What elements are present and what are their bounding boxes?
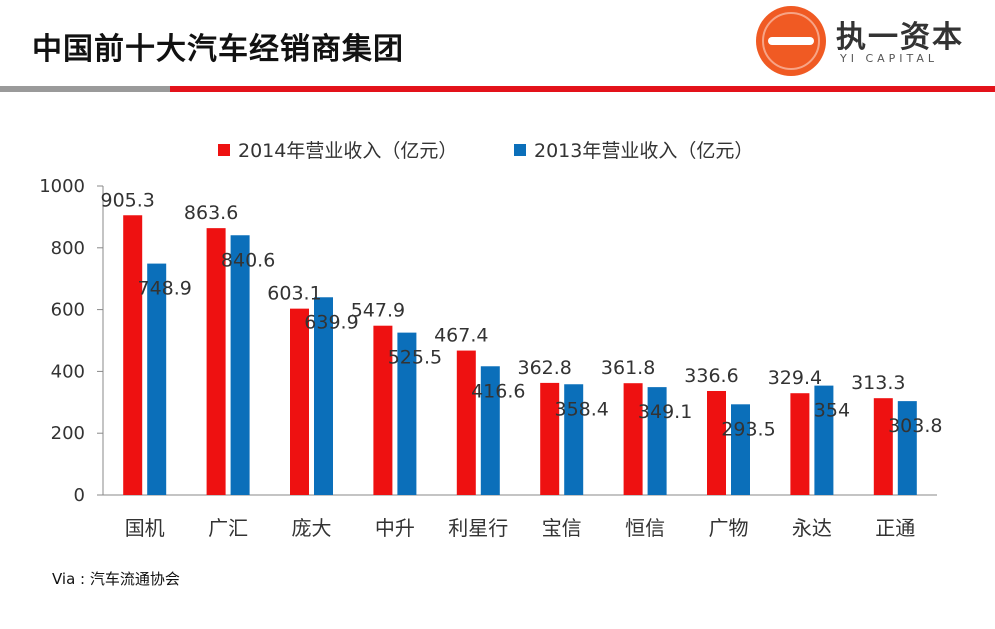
data-label-2013: 354 (814, 400, 850, 422)
bar-2014 (707, 390, 726, 495)
page-title: 中国前十大汽车经销商集团 (32, 32, 404, 67)
bar-2014 (456, 350, 476, 495)
data-label-2013: 840.6 (221, 249, 275, 271)
data-label-2014: 336.6 (684, 365, 738, 387)
legend-item-2013: 2013年营业收入（亿元） (514, 136, 753, 163)
legend-item-2014: 2014年营业收入（亿元） (218, 136, 457, 163)
bar-2014 (873, 398, 893, 495)
x-tick-label: 广物 (709, 516, 749, 540)
bar-2013 (314, 297, 333, 495)
data-label-2014: 361.8 (601, 357, 655, 379)
bar-2013 (480, 366, 500, 495)
bar-2014 (790, 393, 810, 495)
data-label-2014: 603.1 (267, 283, 321, 305)
bar-2013 (814, 385, 834, 495)
x-tick-label: 恒信 (625, 516, 665, 540)
legend-label-2013: 2013年营业收入（亿元） (534, 140, 754, 162)
data-label-2014: 547.9 (351, 300, 405, 322)
logo-name: 执一资本 (836, 20, 964, 55)
bar-2013 (564, 384, 584, 495)
chart-legend: 2014年营业收入（亿元） 2013年营业收入（亿元） (0, 136, 995, 163)
x-tick-label: 国机 (125, 516, 165, 540)
data-label-2013: 525.5 (388, 347, 442, 369)
bar-2014 (123, 215, 143, 495)
data-label-2014: 329.4 (768, 367, 822, 389)
bar-2014 (206, 228, 226, 496)
bar-2013 (731, 404, 750, 495)
data-label-2014: 313.3 (851, 372, 905, 394)
y-tick-label: 200 (51, 423, 85, 444)
data-label-2013: 639.9 (304, 311, 358, 333)
data-label-2013: 293.5 (721, 418, 775, 440)
y-tick-label: 1000 (39, 176, 85, 197)
legend-label-2014: 2014年营业收入（亿元） (238, 140, 458, 162)
x-tick-label: 利星行 (448, 516, 508, 540)
bar-2013 (147, 263, 167, 495)
x-tick-label: 永达 (792, 516, 832, 540)
x-tick-label: 广汇 (208, 516, 248, 540)
bar-2014 (623, 383, 643, 495)
data-label-2014: 467.4 (434, 325, 488, 347)
x-tick-label: 庞大 (292, 516, 332, 540)
data-label-2013: 303.8 (888, 415, 942, 437)
bar-2013 (647, 387, 667, 495)
y-tick-label: 600 (51, 300, 85, 321)
x-tick-label: 中升 (375, 516, 415, 540)
source-note: Via : 汽车流通协会 (52, 570, 180, 588)
header-divider-red (170, 86, 995, 92)
data-label-2014: 362.8 (517, 357, 571, 379)
y-tick-label: 800 (51, 238, 85, 259)
bar-2014 (290, 308, 309, 495)
legend-swatch-2013 (514, 143, 526, 156)
data-label-2013: 358.4 (554, 398, 608, 420)
data-label-2014: 863.6 (184, 202, 238, 224)
bar-2014 (540, 382, 560, 495)
logo-mark-icon (756, 6, 826, 76)
x-tick-label: 正通 (875, 516, 915, 540)
bar-2013 (397, 332, 417, 495)
y-tick-label: 400 (51, 361, 85, 382)
logo-subtitle: YI CAPITAL (840, 52, 939, 65)
data-label-2013: 748.9 (137, 278, 191, 300)
data-label-2013: 349.1 (638, 401, 692, 423)
data-label-2013: 416.6 (471, 380, 525, 402)
bar-2013 (230, 235, 250, 496)
bar-2013 (897, 401, 917, 495)
bar-2014 (373, 325, 393, 495)
legend-swatch-2014 (218, 143, 230, 156)
data-label-2014: 905.3 (100, 189, 154, 211)
y-tick-label: 0 (74, 485, 85, 506)
header-divider-gray (0, 86, 170, 92)
x-tick-label: 宝信 (542, 516, 582, 540)
company-logo: 执一资本 YI CAPITAL (756, 6, 986, 76)
